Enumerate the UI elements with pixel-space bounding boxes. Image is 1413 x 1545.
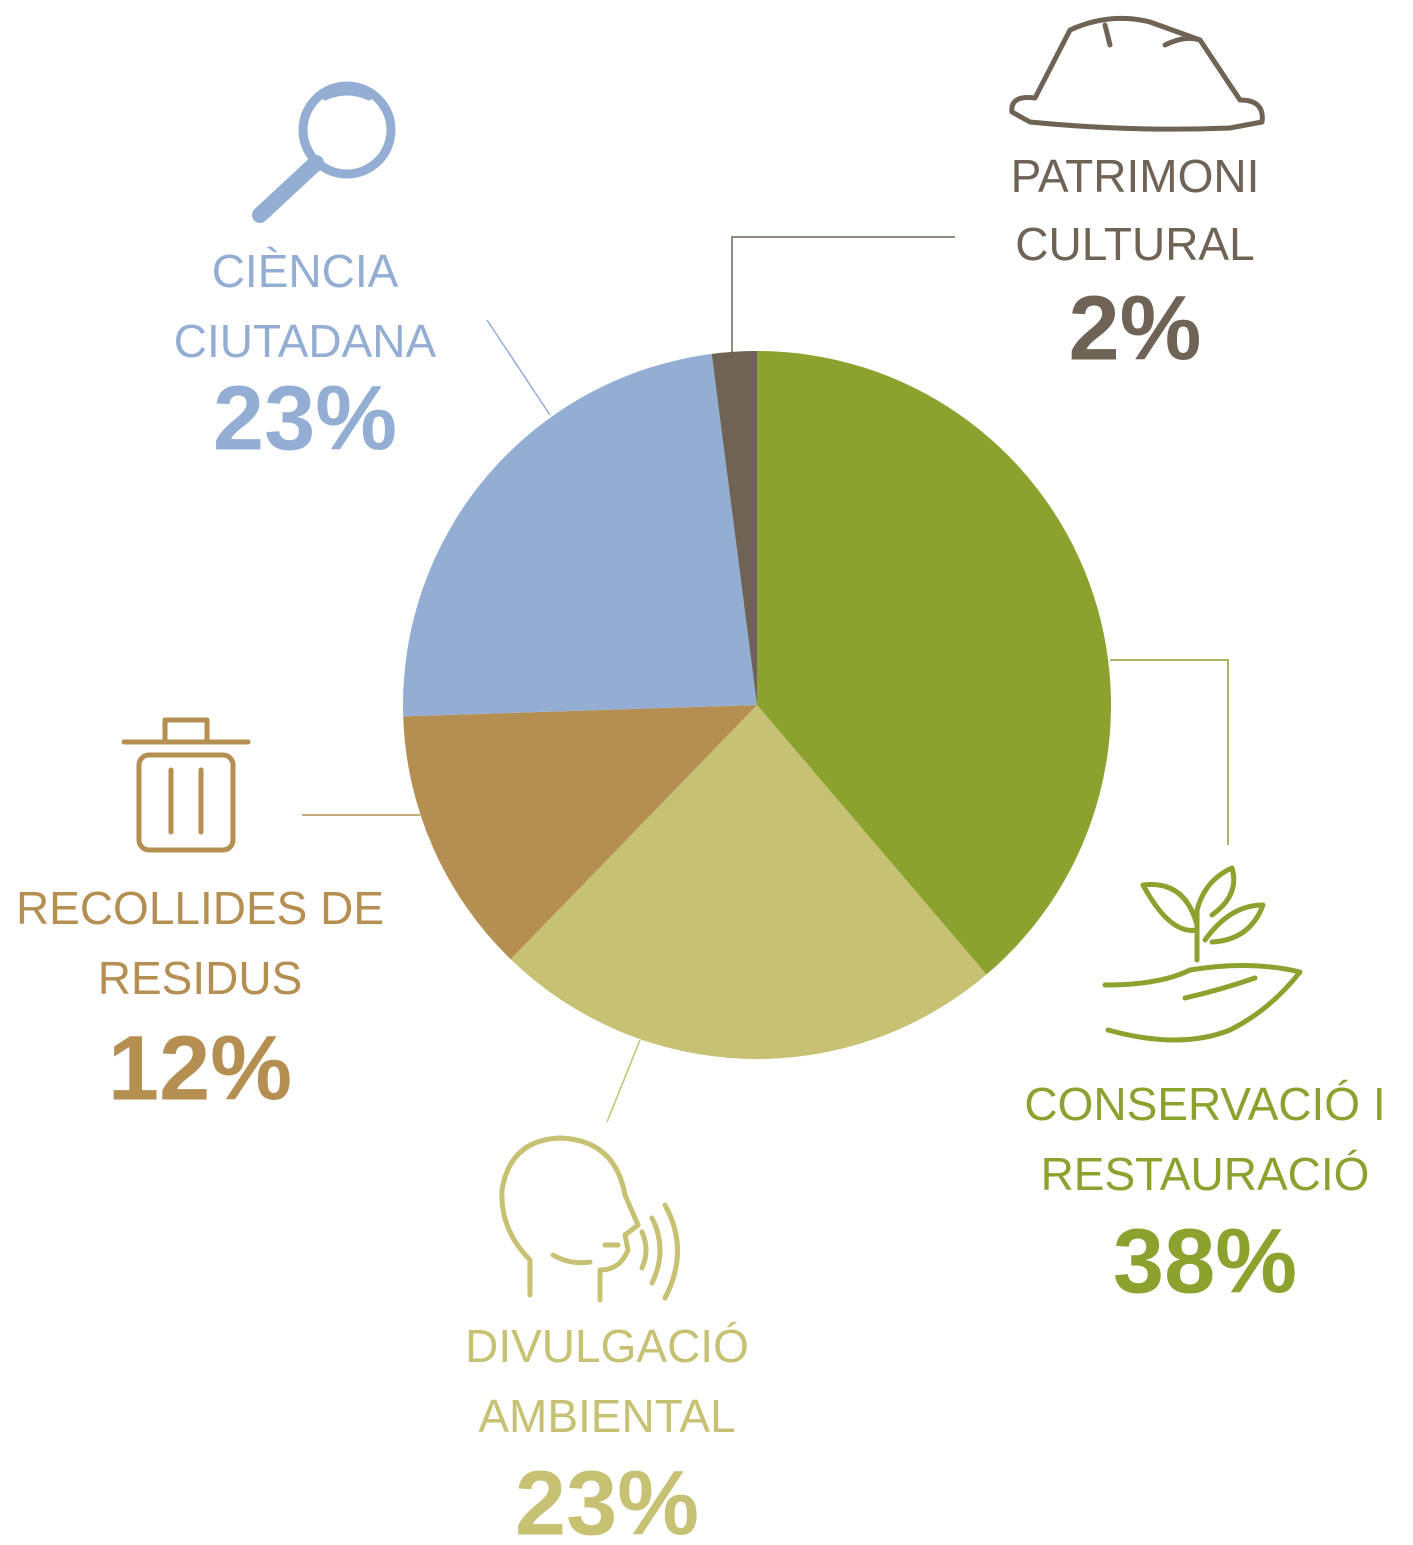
category-label: CIUTADANA [174,315,437,367]
category-label: AMBIENTAL [478,1390,735,1442]
icon-rock [1009,15,1265,132]
category-label: CIÈNCIA [212,245,399,297]
category-label: RECOLLIDES DE [16,882,384,934]
category-label: DIVULGACIÓ [465,1320,749,1372]
category-label: CULTURAL [1015,218,1254,270]
icon-trash [121,717,251,853]
pie-slice [402,353,757,717]
icon-speaking-head [499,1135,680,1303]
pie-slice [711,351,757,705]
value-label: 23% [213,367,397,469]
leader-line [1110,659,1229,845]
icon-magnifier [252,81,396,223]
category-label: CONSERVACIÓ I [1024,1078,1385,1130]
category-label: RESIDUS [98,952,302,1004]
value-label: 38% [1113,1210,1297,1312]
leader-line [486,319,551,416]
value-label: 23% [515,1452,699,1545]
value-label: 2% [1069,277,1202,379]
leader-line [606,1039,641,1123]
leader-line [731,236,955,352]
category-label: PATRIMONI [1011,150,1260,202]
icon-plant-hand [1102,865,1303,1043]
pie-slice [757,351,1111,975]
leader-lines [302,236,1229,1123]
pie-slice [510,705,987,1059]
pie [402,351,1111,1059]
pie-slice [403,705,757,960]
category-label: RESTAURACIÓ [1041,1148,1370,1200]
value-label: 12% [108,1017,292,1119]
